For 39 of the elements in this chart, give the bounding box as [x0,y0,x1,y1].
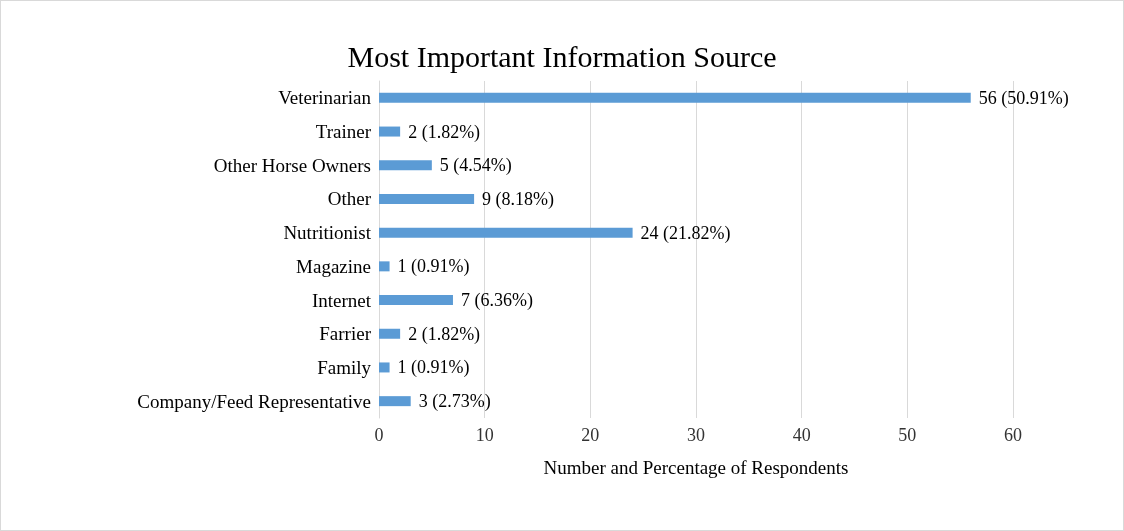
x-tick-label: 40 [792,425,811,445]
y-tick-label: Nutritionist [283,222,372,244]
x-tick-label: 60 [1004,425,1022,445]
y-tick-label: Other Horse Owners [213,154,371,176]
bar [379,328,401,339]
y-tick-label: Magazine [296,255,371,277]
bar [379,396,411,407]
data-label: 56 (50.91%) [978,87,1069,109]
data-label: 5 (4.54%) [439,155,512,177]
bar [379,193,475,204]
data-label: 7 (6.36%) [460,290,533,312]
bar [379,160,432,171]
x-axis-title: Number and Percentage of Respondents [543,457,849,478]
y-tick-label: Company/Feed Representative [137,390,371,412]
chart-title: Most Important Information Source [347,39,777,73]
data-label: 9 (8.18%) [482,188,555,210]
data-label: 24 (21.82%) [640,222,731,244]
y-tick-label: Trainer [315,121,372,143]
bar [379,126,401,137]
y-tick-label: Veterinarian [278,87,372,109]
bar [379,92,971,103]
y-tick-label: Internet [311,289,372,311]
x-tick-label: 30 [687,425,705,445]
data-label: 1 (0.91%) [397,357,470,379]
bar [379,295,453,306]
data-label: 3 (2.73%) [418,391,491,413]
y-tick-label: Family [317,356,372,378]
x-tick-label: 20 [581,425,600,445]
x-tick-label: 50 [898,425,917,445]
data-label: 1 (0.91%) [397,256,470,278]
bar [379,227,633,238]
y-tick-label: Farrier [319,323,372,345]
y-tick-label: Other [327,188,372,210]
data-label: 2 (1.82%) [408,121,481,143]
bar [379,362,390,373]
x-tick-label: 10 [475,425,494,445]
bar [379,261,390,272]
data-label: 2 (1.82%) [408,323,481,345]
x-tick-label: 0 [374,425,384,445]
